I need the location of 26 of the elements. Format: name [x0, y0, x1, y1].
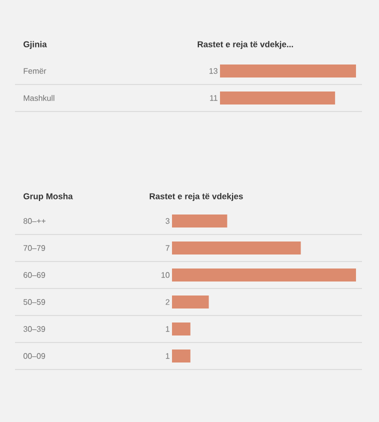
y-axis-title: Gjinia [24, 41, 47, 49]
y-tick-label: 60–69 [24, 272, 46, 278]
data-label: 13 [210, 68, 218, 74]
y-tick-label: 50–59 [24, 299, 46, 305]
y-tick-label: Mashkull [24, 95, 54, 101]
bar [172, 322, 190, 336]
bar [172, 268, 356, 282]
x-axis-title: Rastet e reja të vdekje... [198, 41, 293, 49]
data-label: 3 [166, 218, 170, 224]
data-label: 2 [166, 299, 170, 305]
data-label: 7 [166, 245, 170, 251]
bar [172, 242, 301, 254]
data-label: 1 [166, 353, 170, 359]
y-tick-label: 70–79 [24, 245, 46, 251]
x-axis-title: Rastet e reja të vdekjes [150, 193, 243, 201]
data-label: 11 [210, 95, 218, 101]
bar [172, 296, 209, 308]
y-tick-label: Femër [24, 68, 46, 74]
data-label: 10 [162, 272, 170, 278]
y-tick-label: 30–39 [23, 326, 46, 332]
y-tick-label: 00–09 [24, 353, 46, 359]
y-axis-title: Grup Mosha [24, 193, 73, 201]
data-label: 1 [166, 326, 170, 332]
bar [172, 349, 190, 362]
y-tick-label: 80–++ [24, 218, 46, 224]
bar [172, 214, 228, 228]
